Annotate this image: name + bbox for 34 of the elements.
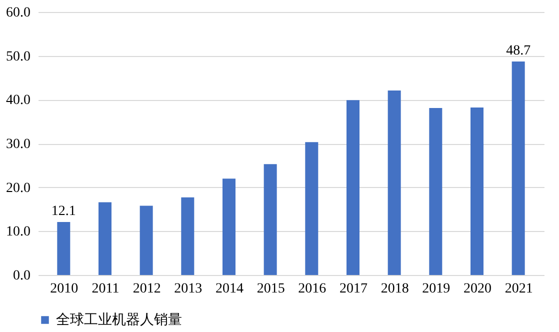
x-tick-label: 2018 [380, 282, 409, 296]
y-tick-label: 30.0 [6, 137, 30, 152]
bar [512, 62, 525, 275]
bar [98, 202, 112, 275]
y-tick-label: 40.0 [6, 93, 30, 108]
x-tick-label: 2012 [132, 282, 161, 296]
x-tick-label: 2013 [174, 282, 202, 296]
bar [429, 108, 442, 275]
x-tick-label: 2019 [422, 282, 450, 296]
y-tick-label: 20.0 [6, 180, 30, 196]
data-label: 12.1 [51, 204, 76, 219]
x-tick-label: 2017 [340, 282, 368, 296]
bar [57, 222, 70, 275]
bar [264, 164, 277, 275]
x-tick-label: 2014 [216, 282, 244, 296]
x-tick-label: 2021 [504, 282, 533, 296]
x-tick-label: 2011 [92, 282, 120, 296]
bar [305, 142, 318, 275]
bar [222, 178, 236, 275]
y-tick-label: 50.0 [6, 49, 30, 64]
x-tick-label: 2020 [464, 282, 492, 296]
x-tick-label: 2016 [298, 282, 326, 296]
data-label: 48.7 [506, 44, 531, 59]
x-tick-label: 2015 [256, 282, 285, 296]
y-tick-label: 0.0 [13, 268, 30, 284]
bar [181, 197, 194, 275]
legend-label: 全球工业机器人销量 [56, 312, 182, 328]
bar [388, 90, 401, 275]
bar [140, 206, 153, 275]
bar [346, 100, 360, 275]
y-tick-label: 60.0 [6, 6, 30, 20]
bar [470, 108, 484, 275]
x-tick-label: 2010 [50, 282, 78, 296]
y-tick-label: 10.0 [6, 224, 30, 240]
